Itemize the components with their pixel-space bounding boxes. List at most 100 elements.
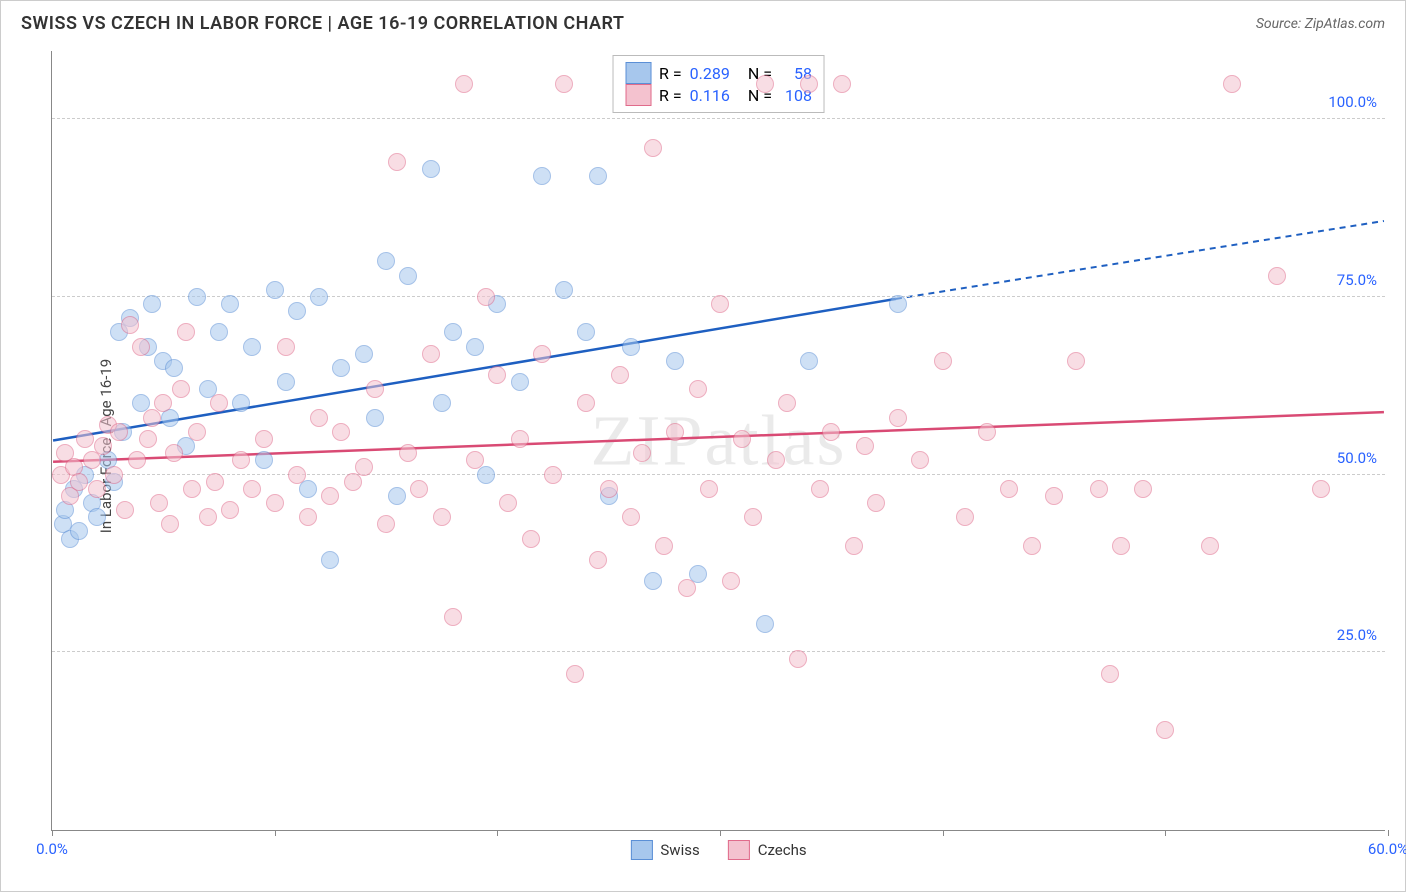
plot-area: ZIPatlas R =0.289N =58R =0.116N =108 Swi… bbox=[51, 51, 1385, 831]
data-point bbox=[232, 451, 250, 469]
x-tick bbox=[943, 830, 944, 836]
data-point bbox=[110, 423, 128, 441]
data-point bbox=[733, 430, 751, 448]
data-point bbox=[366, 380, 384, 398]
data-point bbox=[678, 579, 696, 597]
data-point bbox=[433, 508, 451, 526]
x-tick-label: 0.0% bbox=[36, 840, 68, 858]
data-point bbox=[477, 466, 495, 484]
data-point bbox=[221, 295, 239, 313]
legend-item: Czechs bbox=[728, 840, 807, 860]
data-point bbox=[577, 323, 595, 341]
data-point bbox=[644, 572, 662, 590]
data-point bbox=[299, 480, 317, 498]
data-point bbox=[366, 409, 384, 427]
data-point bbox=[88, 480, 106, 498]
data-point bbox=[288, 302, 306, 320]
data-point bbox=[70, 473, 88, 491]
data-point bbox=[822, 423, 840, 441]
data-point bbox=[277, 373, 295, 391]
data-point bbox=[1023, 537, 1041, 555]
data-point bbox=[243, 338, 261, 356]
data-point bbox=[188, 288, 206, 306]
data-point bbox=[143, 295, 161, 313]
data-point bbox=[956, 508, 974, 526]
data-point bbox=[800, 352, 818, 370]
data-point bbox=[232, 394, 250, 412]
data-point bbox=[845, 537, 863, 555]
data-point bbox=[1223, 75, 1241, 93]
y-tick-label: 50.0% bbox=[1337, 449, 1377, 467]
data-point bbox=[756, 615, 774, 633]
data-point bbox=[633, 444, 651, 462]
data-point bbox=[221, 501, 239, 519]
legend-row: R =0.289N =58 bbox=[625, 62, 812, 84]
chart-header: SWISS VS CZECH IN LABOR FORCE | AGE 16-1… bbox=[1, 1, 1405, 42]
data-point bbox=[666, 352, 684, 370]
y-tick-label: 100.0% bbox=[1328, 93, 1377, 111]
data-point bbox=[310, 288, 328, 306]
data-point bbox=[789, 650, 807, 668]
data-point bbox=[889, 295, 907, 313]
data-point bbox=[533, 167, 551, 185]
correlation-legend: R =0.289N =58R =0.116N =108 bbox=[612, 55, 825, 113]
data-point bbox=[589, 167, 607, 185]
data-point bbox=[644, 139, 662, 157]
data-point bbox=[150, 494, 168, 512]
data-point bbox=[377, 515, 395, 533]
chart-title: SWISS VS CZECH IN LABOR FORCE | AGE 16-1… bbox=[21, 13, 625, 34]
data-point bbox=[105, 466, 123, 484]
data-point bbox=[154, 394, 172, 412]
data-point bbox=[1134, 480, 1152, 498]
data-point bbox=[410, 480, 428, 498]
data-point bbox=[867, 494, 885, 512]
data-point bbox=[332, 423, 350, 441]
data-point bbox=[1090, 480, 1108, 498]
data-point bbox=[511, 373, 529, 391]
data-point bbox=[811, 480, 829, 498]
data-point bbox=[666, 423, 684, 441]
data-point bbox=[756, 75, 774, 93]
x-tick bbox=[1165, 830, 1166, 836]
data-point bbox=[689, 380, 707, 398]
data-point bbox=[555, 281, 573, 299]
data-point bbox=[611, 366, 629, 384]
data-point bbox=[121, 316, 139, 334]
gridline bbox=[52, 651, 1385, 652]
data-point bbox=[1000, 480, 1018, 498]
data-point bbox=[433, 394, 451, 412]
data-point bbox=[199, 508, 217, 526]
data-point bbox=[210, 394, 228, 412]
data-point bbox=[1067, 352, 1085, 370]
x-tick bbox=[52, 830, 53, 836]
legend-row: R =0.116N =108 bbox=[625, 84, 812, 106]
data-point bbox=[511, 430, 529, 448]
data-point bbox=[577, 394, 595, 412]
data-point bbox=[1101, 665, 1119, 683]
data-point bbox=[243, 480, 261, 498]
data-point bbox=[255, 451, 273, 469]
data-point bbox=[499, 494, 517, 512]
data-point bbox=[978, 423, 996, 441]
data-point bbox=[466, 451, 484, 469]
data-point bbox=[210, 323, 228, 341]
data-point bbox=[321, 551, 339, 569]
data-point bbox=[255, 430, 273, 448]
data-point bbox=[76, 430, 94, 448]
data-point bbox=[310, 409, 328, 427]
data-point bbox=[934, 352, 952, 370]
data-point bbox=[188, 423, 206, 441]
watermark: ZIPatlas bbox=[591, 399, 847, 482]
data-point bbox=[206, 473, 224, 491]
data-point bbox=[266, 494, 284, 512]
data-point bbox=[488, 366, 506, 384]
data-point bbox=[911, 451, 929, 469]
data-point bbox=[1112, 537, 1130, 555]
x-tick bbox=[720, 830, 721, 836]
data-point bbox=[177, 323, 195, 341]
data-point bbox=[522, 530, 540, 548]
trend-lines bbox=[52, 51, 1385, 830]
data-point bbox=[288, 466, 306, 484]
data-point bbox=[132, 338, 150, 356]
data-point bbox=[477, 288, 495, 306]
